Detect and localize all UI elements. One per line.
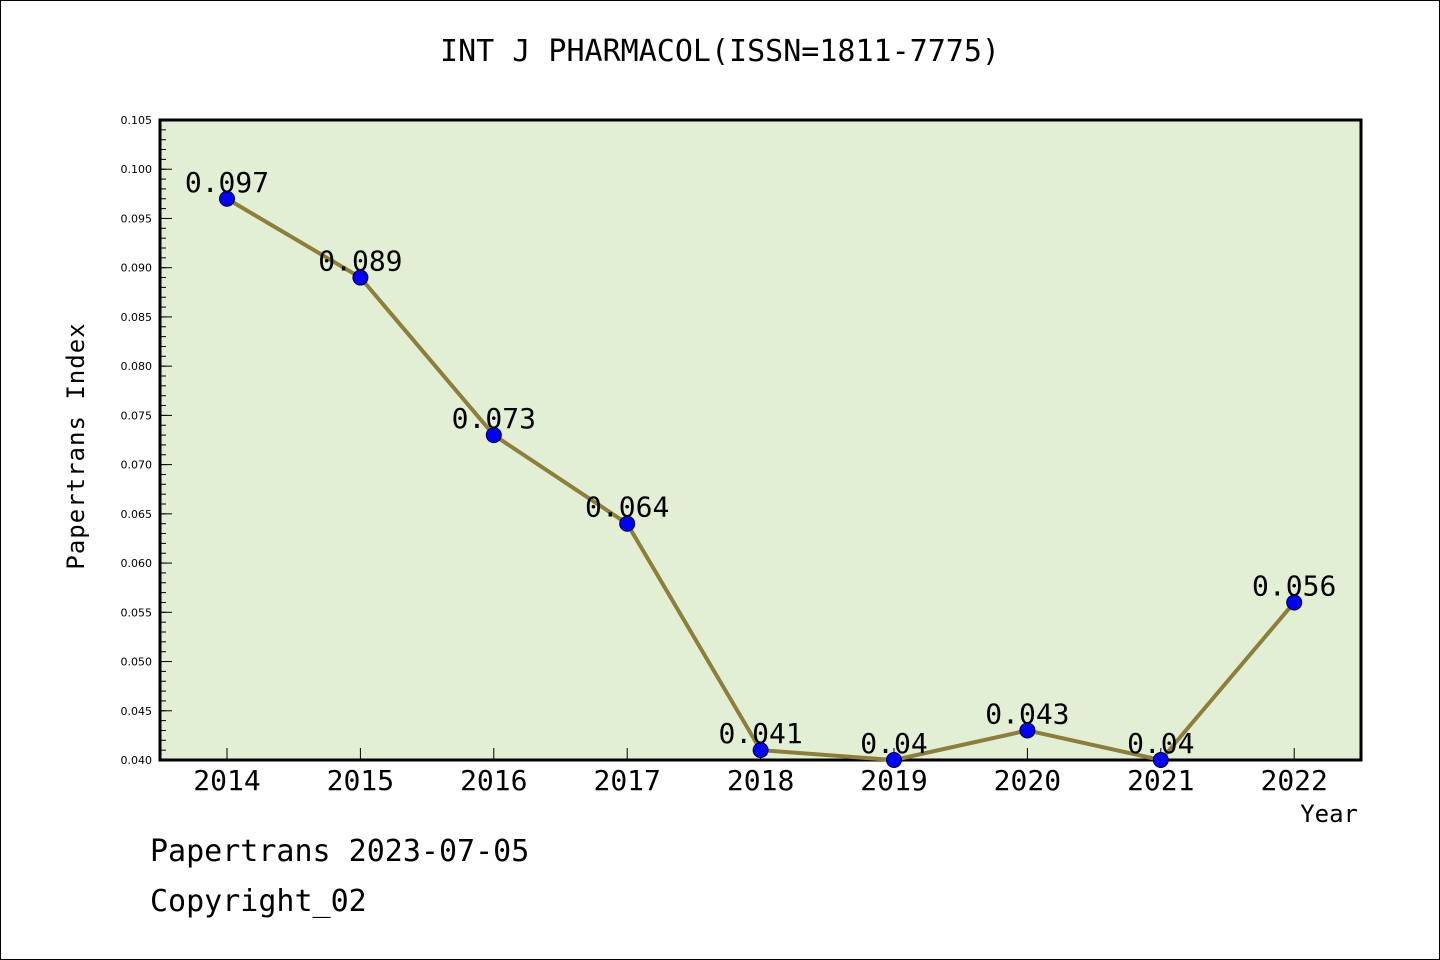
x-tick-label: 2022 (1260, 764, 1327, 797)
data-point (1019, 722, 1036, 739)
x-tick-label: 2019 (860, 764, 927, 797)
data-label: 0.04 (1127, 727, 1194, 760)
x-tick-label: 2015 (327, 764, 394, 797)
data-label: 0.043 (985, 697, 1069, 730)
y-tick-label: 0.095 (121, 212, 153, 225)
data-point (619, 515, 636, 532)
y-tick-label: 0.100 (121, 163, 153, 176)
y-tick-label: 0.050 (121, 656, 153, 669)
y-tick-label: 0.065 (121, 508, 153, 521)
y-tick-label: 0.070 (121, 459, 153, 472)
y-tick-label: 0.075 (121, 409, 153, 422)
data-point (752, 742, 769, 759)
plot-border (158, 118, 1363, 762)
y-tick-label: 0.090 (121, 262, 153, 275)
x-tick-label: 2017 (593, 764, 660, 797)
data-label: 0.056 (1252, 569, 1336, 602)
y-tick-label: 0.085 (121, 311, 153, 324)
data-point (1152, 752, 1169, 768)
y-tick-label: 0.040 (121, 754, 153, 767)
x-tick-label: 2018 (727, 764, 794, 797)
data-point (219, 190, 235, 207)
data-point (352, 269, 369, 286)
x-axis-label: Year (1300, 800, 1358, 828)
x-tick-label: 2021 (1127, 764, 1194, 797)
data-point (1286, 594, 1303, 611)
data-point (886, 752, 902, 768)
y-tick-label: 0.045 (121, 705, 153, 718)
y-tick-label: 0.055 (121, 606, 153, 619)
data-label: 0.073 (452, 402, 536, 435)
y-tick-label: 0.105 (121, 114, 153, 127)
y-tick-label: 0.060 (121, 557, 153, 570)
data-label: 0.064 (585, 491, 669, 524)
y-tick-label: 0.080 (121, 360, 153, 373)
data-label: 0.041 (718, 717, 802, 750)
data-point (485, 427, 502, 444)
data-label: 0.04 (860, 727, 927, 760)
chart-title: INT J PHARMACOL(ISSN=1811-7775) (440, 34, 1000, 69)
footer-copyright: Copyright_02 (150, 884, 367, 919)
data-label: 0.089 (318, 245, 402, 278)
footer-date: Papertrans 2023-07-05 (150, 834, 530, 869)
x-tick-label: 2014 (193, 764, 260, 797)
data-label: 0.097 (185, 166, 269, 199)
plot-area (160, 120, 1361, 760)
x-tick-label: 2020 (994, 764, 1061, 797)
y-axis-label: Papertrans Index (62, 322, 90, 570)
x-tick-label: 2016 (460, 764, 527, 797)
